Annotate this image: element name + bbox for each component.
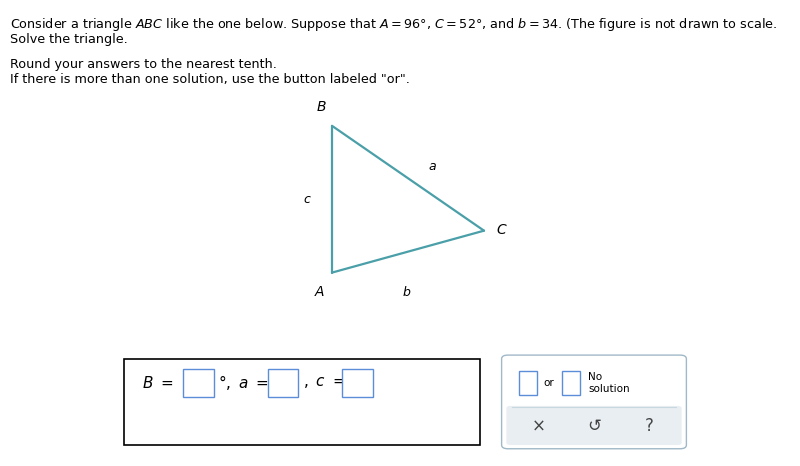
Text: $B$: $B$ [316,100,326,114]
FancyBboxPatch shape [502,355,686,449]
Text: If there is more than one solution, use the button labeled "or".: If there is more than one solution, use … [10,73,410,86]
Text: ↺: ↺ [587,417,601,435]
Text: or: or [543,378,554,388]
Bar [268,369,298,397]
Text: $C$: $C$ [496,223,508,237]
Text: $a$: $a$ [428,160,437,173]
Text: solution: solution [588,384,630,394]
Bar [519,371,537,395]
Bar [124,359,480,445]
Text: $b$: $b$ [402,285,411,299]
FancyBboxPatch shape [506,406,682,445]
Text: $°,\ a\ =$: $°,\ a\ =$ [218,373,269,392]
Text: No: No [588,372,602,382]
Text: $c$: $c$ [303,193,312,206]
Bar [342,369,373,397]
Text: Consider a triangle $ABC$ like the one below. Suppose that $A=96°$, $C=52°$, and: Consider a triangle $ABC$ like the one b… [10,16,778,33]
Text: $A$: $A$ [314,285,326,299]
Text: Round your answers to the nearest tenth.: Round your answers to the nearest tenth. [10,58,278,71]
Bar [562,371,580,395]
Bar [183,369,214,397]
Text: $,\ c\ =$: $,\ c\ =$ [303,376,346,391]
Text: Solve the triangle.: Solve the triangle. [10,33,128,46]
Text: ?: ? [645,417,654,435]
Text: ×: × [532,417,546,435]
Text: $B\ =$: $B\ =$ [142,375,173,391]
